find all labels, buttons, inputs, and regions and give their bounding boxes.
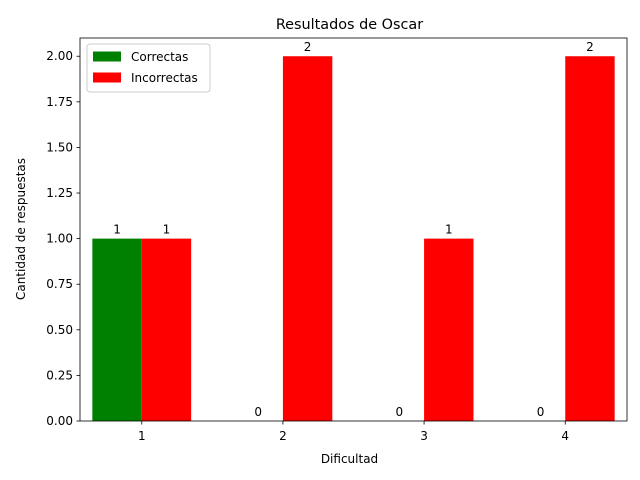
y-tick-label: 2.00	[46, 49, 73, 63]
x-tick-label: 1	[138, 429, 146, 443]
y-axis-label: Cantidad de respuestas	[14, 158, 28, 300]
y-tick-label: 0.50	[46, 323, 73, 337]
legend-swatch-incorrectas	[93, 72, 121, 83]
x-tick-label: 3	[420, 429, 428, 443]
y-axis: 0.00 0.25 0.50 0.75 1.00 1.25 1.50 1.75 2.00	[46, 49, 80, 428]
legend-label-incorrectas: Incorrectas	[131, 71, 198, 85]
bar-value-label-correctas-2: 0	[254, 405, 262, 419]
bar-incorrectas-1	[141, 238, 192, 421]
y-tick-label: 1.25	[46, 186, 73, 200]
bar-incorrectas-4	[565, 56, 615, 421]
bar-value-label-correctas-4: 0	[537, 405, 545, 419]
plot-frame	[79, 37, 628, 422]
plot-area: 1 0 0 0 1 2 1 2	[79, 37, 628, 422]
bar-value-label-incorrectas-1: 1	[163, 223, 171, 237]
bar-correctas-1	[92, 238, 142, 421]
bar-value-label-correctas-1: 1	[113, 223, 121, 237]
bar-incorrectas-3	[424, 238, 474, 421]
y-tick-label: 0.75	[46, 277, 73, 291]
y-tick-label: 0.00	[46, 414, 73, 428]
x-tick-label: 2	[279, 429, 287, 443]
bar-incorrectas-2	[282, 56, 333, 421]
y-tick-label: 0.25	[46, 368, 73, 382]
legend-swatch-correctas	[93, 51, 121, 62]
legend-label-correctas: Correctas	[131, 50, 188, 64]
bar-value-label-incorrectas-2: 2	[304, 40, 312, 54]
bar-value-label-incorrectas-3: 1	[445, 223, 453, 237]
y-tick-label: 1.00	[46, 232, 73, 246]
y-tick-label: 1.75	[46, 95, 73, 109]
bar-value-label-correctas-3: 0	[396, 405, 404, 419]
x-axis-label: Dificultad	[321, 452, 378, 466]
bar-value-label-incorrectas-4: 2	[586, 40, 594, 54]
x-tick-label: 4	[561, 429, 569, 443]
chart-title: Resultados de Oscar	[276, 17, 423, 33]
legend: Correctas Incorrectas	[86, 43, 211, 93]
x-axis: 1 2 3 4	[138, 421, 569, 443]
y-tick-label: 1.50	[46, 140, 73, 154]
